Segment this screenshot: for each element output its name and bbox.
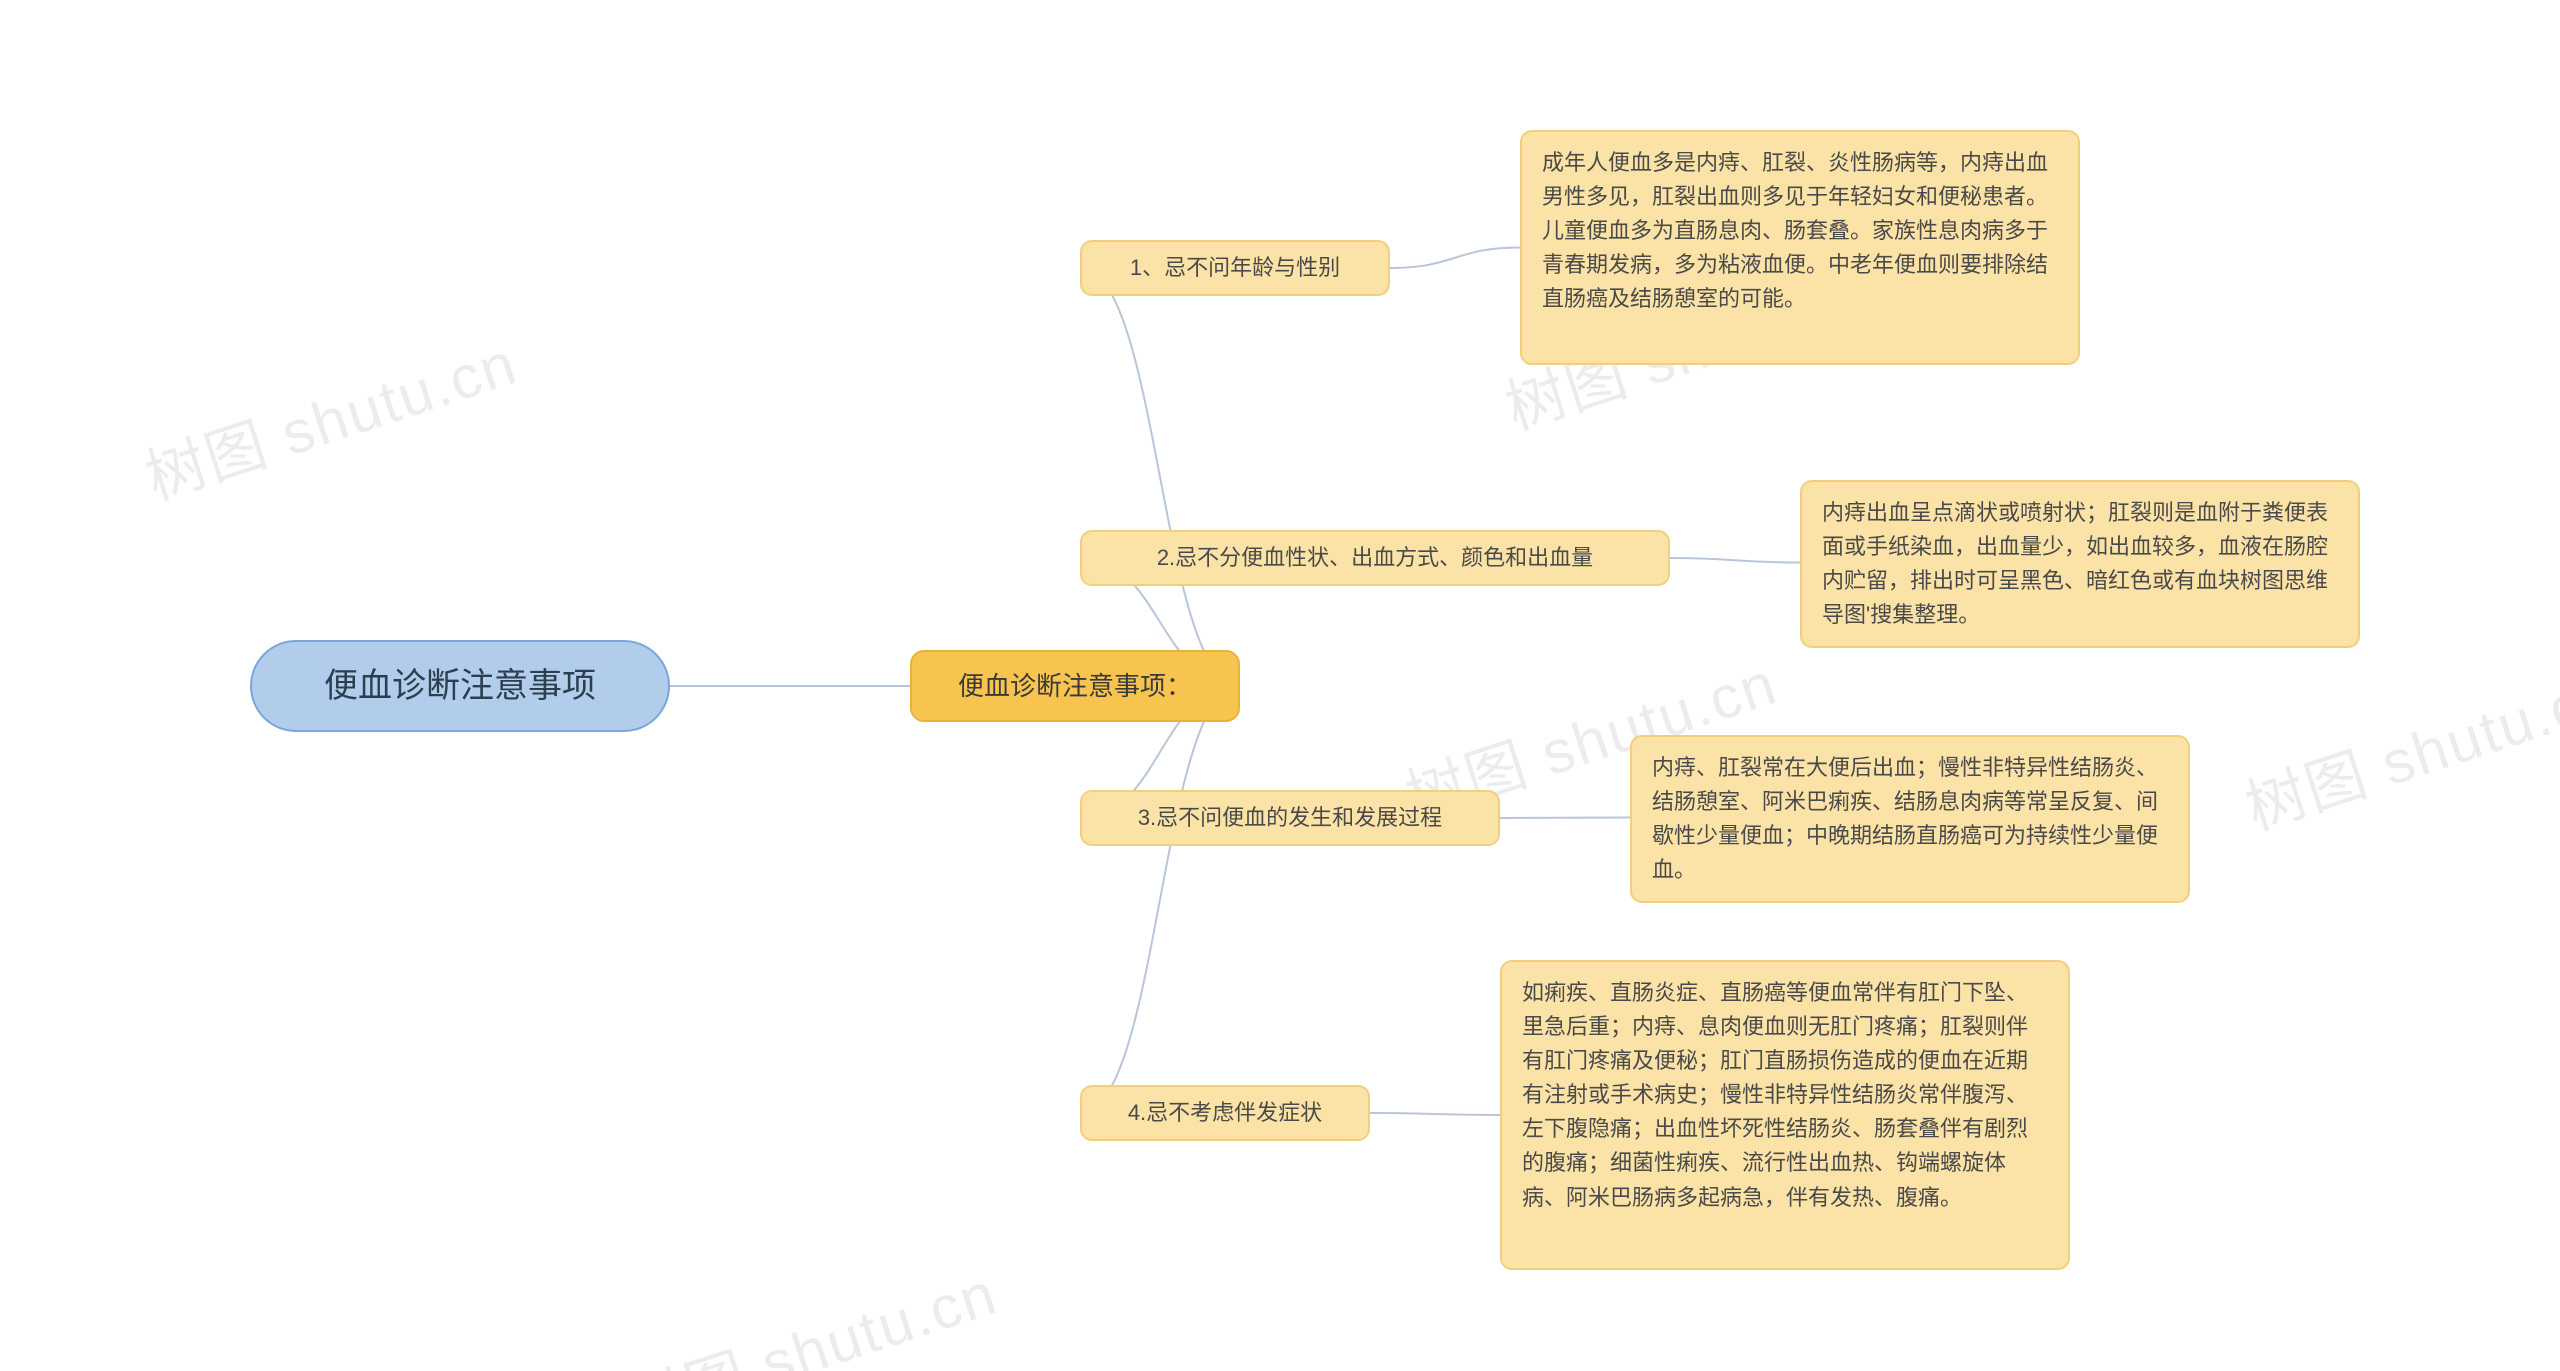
branch-label: 2.忌不分便血性状、出血方式、颜色和出血量	[1157, 541, 1593, 575]
watermark: 树图 shutu.cn	[613, 1245, 1007, 1371]
detail-text: 内痔出血呈点滴状或喷射状；肛裂则是血附于粪便表面或手纸染血，出血量少，如出血较多…	[1822, 500, 2328, 627]
root-label: 便血诊断注意事项	[324, 660, 596, 713]
branch-label: 3.忌不问便血的发生和发展过程	[1138, 801, 1442, 835]
subtopic-label: 便血诊断注意事项：	[958, 666, 1192, 706]
detail-text: 如痢疾、直肠炎症、直肠癌等便血常伴有肛门下坠、里急后重；内痔、息肉便血则无肛门疼…	[1522, 980, 2028, 1210]
watermark: 树图 shutu.cn	[2233, 645, 2560, 847]
branch-node-1[interactable]: 1、忌不问年龄与性别	[1080, 240, 1390, 296]
detail-node-1[interactable]: 成年人便血多是内痔、肛裂、炎性肠病等，内痔出血男性多见，肛裂出血则多见于年轻妇女…	[1520, 130, 2080, 365]
detail-node-2[interactable]: 内痔出血呈点滴状或喷射状；肛裂则是血附于粪便表面或手纸染血，出血量少，如出血较多…	[1800, 480, 2360, 648]
branch-label: 1、忌不问年龄与性别	[1130, 251, 1340, 285]
branch-node-3[interactable]: 3.忌不问便血的发生和发展过程	[1080, 790, 1500, 846]
branch-label: 4.忌不考虑伴发症状	[1128, 1096, 1322, 1130]
root-node[interactable]: 便血诊断注意事项	[250, 640, 670, 732]
subtopic-node[interactable]: 便血诊断注意事项：	[910, 650, 1240, 722]
watermark: 树图 shutu.cn	[133, 315, 527, 517]
detail-node-3[interactable]: 内痔、肛裂常在大便后出血；慢性非特异性结肠炎、结肠憩室、阿米巴痢疾、结肠息肉病等…	[1630, 735, 2190, 903]
detail-text: 内痔、肛裂常在大便后出血；慢性非特异性结肠炎、结肠憩室、阿米巴痢疾、结肠息肉病等…	[1652, 755, 2158, 882]
detail-node-4[interactable]: 如痢疾、直肠炎症、直肠癌等便血常伴有肛门下坠、里急后重；内痔、息肉便血则无肛门疼…	[1500, 960, 2070, 1270]
branch-node-4[interactable]: 4.忌不考虑伴发症状	[1080, 1085, 1370, 1141]
detail-text: 成年人便血多是内痔、肛裂、炎性肠病等，内痔出血男性多见，肛裂出血则多见于年轻妇女…	[1542, 150, 2048, 311]
mindmap-canvas: 树图 shutu.cn 树图 shutu.cn 树图 shutu.cn 树图 s…	[0, 0, 2560, 1371]
branch-node-2[interactable]: 2.忌不分便血性状、出血方式、颜色和出血量	[1080, 530, 1670, 586]
